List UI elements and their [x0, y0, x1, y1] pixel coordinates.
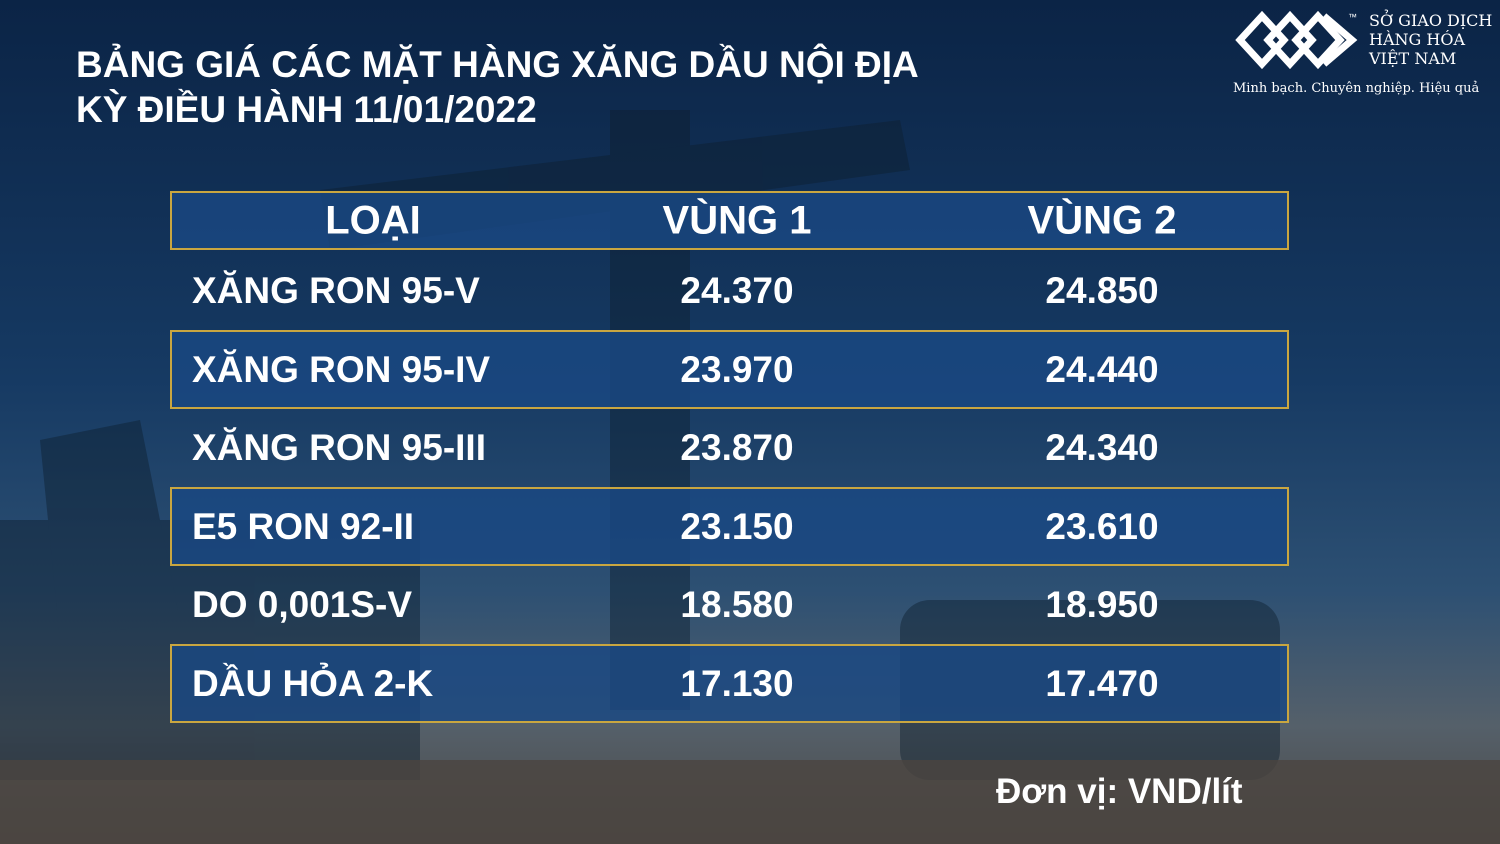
price: 17.130 — [680, 662, 794, 704]
price: 24.340 — [1045, 427, 1159, 468]
price: 24.850 — [1045, 270, 1159, 311]
price: 23.970 — [680, 348, 794, 390]
fuel-type: DẦU HỎA 2-K — [192, 662, 434, 704]
price: 23.150 — [680, 505, 794, 547]
trademark: ™ — [1348, 12, 1357, 22]
price: 18.950 — [1045, 584, 1159, 625]
header-row — [170, 191, 1289, 250]
column-header: LOẠI — [325, 198, 421, 243]
price: 23.870 — [680, 427, 794, 468]
row-box — [170, 329, 1289, 409]
unit-note: Đơn vị: VND/lít — [996, 772, 1243, 811]
title-line: KỲ ĐIỀU HÀNH 11/01/2022 — [76, 89, 537, 130]
row-box — [170, 643, 1289, 723]
title-line: BẢNG GIÁ CÁC MẶT HÀNG XĂNG DẦU NỘI ĐỊA — [76, 44, 919, 85]
price: 24.370 — [680, 270, 794, 311]
fuel-type: DO 0,001S-V — [192, 584, 413, 625]
price: 18.580 — [680, 584, 794, 625]
row-box — [170, 486, 1289, 566]
column-header: VÙNG 2 — [1027, 198, 1177, 243]
logo-text: VIỆT NAM — [1369, 49, 1457, 68]
fuel-type: XĂNG RON 95-V — [192, 270, 480, 311]
fuel-type: XĂNG RON 95-IV — [192, 348, 491, 390]
price: 24.440 — [1045, 348, 1159, 390]
fuel-type: XĂNG RON 95-III — [192, 427, 486, 468]
slogan: Minh bạch. Chuyên nghiệp. Hiệu quả — [1233, 81, 1480, 96]
logo-text: SỞ GIAO DỊCH — [1369, 11, 1493, 30]
price: 23.610 — [1045, 505, 1159, 547]
column-header: VÙNG 1 — [662, 198, 812, 243]
fuel-type: E5 RON 92-II — [192, 505, 415, 547]
logo-text: HÀNG HÓA — [1369, 30, 1465, 49]
price: 17.470 — [1045, 662, 1159, 704]
